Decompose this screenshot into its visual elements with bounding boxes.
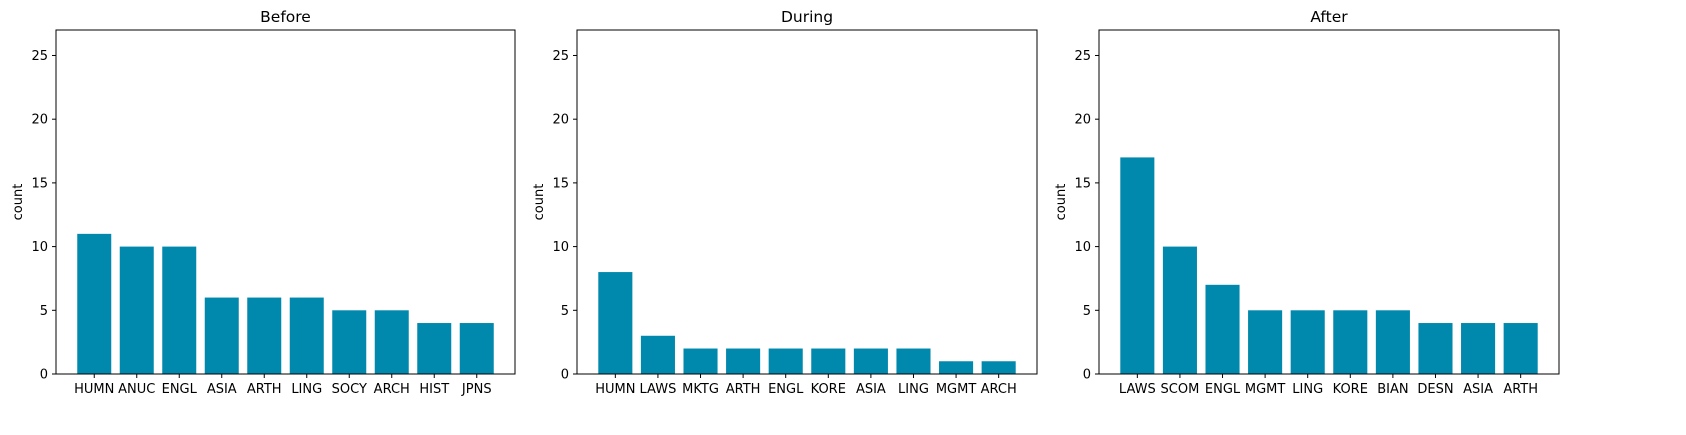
x-tick-label: HUMN xyxy=(74,382,114,397)
y-tick-label: 5 xyxy=(1083,304,1091,319)
bar xyxy=(459,323,494,374)
y-tick-label: 25 xyxy=(31,49,48,64)
bar xyxy=(1290,310,1325,374)
x-tick-label: ARTH xyxy=(1503,382,1538,397)
bar xyxy=(162,246,197,374)
x-tick-label: BIAN xyxy=(1377,382,1408,397)
y-tick-label: 15 xyxy=(552,176,569,191)
chart-panel-2: 0 5 10 15 20 25 HUMN LAWS MKTG ARTH ENGL KORE ASIA LI… xyxy=(532,8,1038,397)
bar xyxy=(1162,246,1197,374)
y-tick-label: 5 xyxy=(40,304,48,319)
x-tick-label: HUMN xyxy=(595,382,635,397)
x-tick-label: MKTG xyxy=(682,382,719,397)
bar xyxy=(77,233,112,374)
y-tick-label: 10 xyxy=(31,240,48,255)
chart-title: Before xyxy=(260,8,311,26)
y-tick-label: 20 xyxy=(552,113,569,128)
bar xyxy=(374,310,409,374)
chart-title: During xyxy=(781,8,833,26)
x-tick-label: LING xyxy=(1292,382,1323,397)
bar xyxy=(119,246,154,374)
x-tick-label: ASIA xyxy=(1463,382,1493,397)
bar xyxy=(1120,157,1155,374)
x-tick-label: SCOM xyxy=(1161,382,1200,397)
y-tick-label: 25 xyxy=(552,49,569,64)
x-tick-label: MGMT xyxy=(1245,382,1286,397)
bar xyxy=(811,348,846,374)
x-tick-label: ENGL xyxy=(1205,382,1241,397)
bar xyxy=(1418,323,1453,374)
bar xyxy=(1333,310,1368,374)
x-tick-label: MGMT xyxy=(936,382,977,397)
x-tick-label: DESN xyxy=(1417,382,1453,397)
axes-frame xyxy=(55,29,516,375)
bar xyxy=(1503,323,1538,374)
x-tick-label: LING xyxy=(291,382,322,397)
bar xyxy=(598,272,633,374)
y-axis-label: count xyxy=(11,184,26,221)
axes-frame xyxy=(1098,29,1560,375)
x-tick-label: KORE xyxy=(1333,382,1368,397)
y-tick-label: 0 xyxy=(561,368,569,383)
y-tick-label: 15 xyxy=(31,176,48,191)
bar xyxy=(640,335,675,374)
bar xyxy=(417,323,452,374)
y-tick-label: 0 xyxy=(40,368,48,383)
x-tick-label: ARTH xyxy=(247,382,282,397)
bar xyxy=(1375,310,1410,374)
y-tick-label: 5 xyxy=(561,304,569,319)
y-tick-label: 20 xyxy=(31,113,48,128)
y-tick-label: 10 xyxy=(552,240,569,255)
y-axis-label: count xyxy=(1054,184,1069,221)
x-tick-label: HIST xyxy=(419,382,449,397)
x-tick-label: ARCH xyxy=(374,382,410,397)
bar xyxy=(683,348,718,374)
axes-frame xyxy=(576,29,1038,375)
x-tick-label: JPNS xyxy=(461,382,492,397)
bar xyxy=(1248,310,1283,374)
bar xyxy=(896,348,931,374)
bar xyxy=(1461,323,1496,374)
bar xyxy=(768,348,803,374)
bar xyxy=(981,361,1016,374)
bar xyxy=(726,348,761,374)
y-tick-label: 15 xyxy=(1074,176,1091,191)
x-tick-label: LAWS xyxy=(640,382,677,397)
chart-panel-1: 0 5 10 15 20 25 HUMN ANUC ENGL ASIA ARTH LING SOCY AR… xyxy=(11,8,516,397)
bar xyxy=(204,297,239,374)
x-tick-label: ASIA xyxy=(856,382,886,397)
y-axis-label: count xyxy=(532,184,547,221)
bar xyxy=(939,361,974,374)
x-tick-label: ANUC xyxy=(118,382,155,397)
x-tick-label: LING xyxy=(898,382,929,397)
bar xyxy=(332,310,367,374)
x-tick-label: ASIA xyxy=(207,382,237,397)
x-tick-label: ENGL xyxy=(768,382,804,397)
bar xyxy=(289,297,324,374)
x-tick-label: KORE xyxy=(811,382,846,397)
x-tick-label: SOCY xyxy=(332,382,367,397)
bar xyxy=(853,348,888,374)
bar xyxy=(1205,284,1240,374)
chart-panel-3: 0 5 10 15 20 25 LAWS SCOM ENGL MGMT LING KORE BIAN DE… xyxy=(1054,8,1560,397)
y-tick-label: 25 xyxy=(1074,49,1091,64)
x-tick-label: ARCH xyxy=(981,382,1017,397)
x-tick-label: ENGL xyxy=(162,382,198,397)
bar xyxy=(247,297,282,374)
x-tick-label: LAWS xyxy=(1119,382,1156,397)
chart-title: After xyxy=(1310,8,1348,26)
x-tick-label: ARTH xyxy=(726,382,761,397)
y-tick-label: 10 xyxy=(1074,240,1091,255)
y-tick-label: 0 xyxy=(1083,368,1091,383)
y-tick-label: 20 xyxy=(1074,113,1091,128)
